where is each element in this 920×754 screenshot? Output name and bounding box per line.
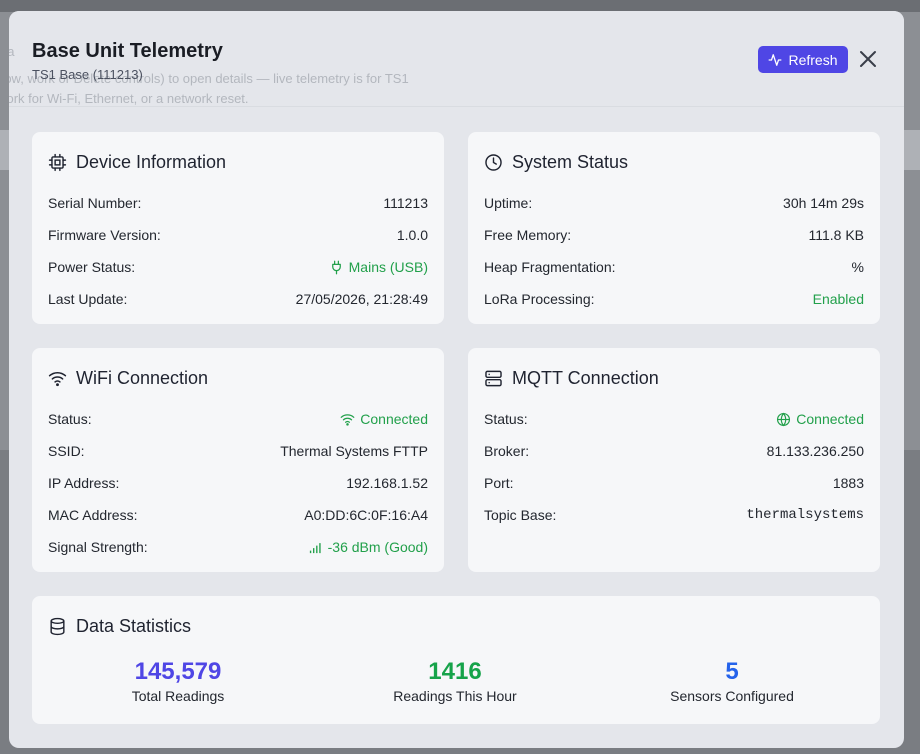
card-title: System Status bbox=[512, 152, 629, 172]
uptime-value: 30h 14m 29s bbox=[783, 195, 864, 211]
mqtt-connection-card: MQTT Connection Status: Connected Broker… bbox=[468, 348, 880, 572]
stat-total-readings: 145,579 Total Readings bbox=[48, 658, 308, 704]
info-row: Uptime: 30h 14m 29s bbox=[484, 193, 864, 213]
signal-strength-value: -36 dBm (Good) bbox=[308, 539, 428, 555]
cpu-icon bbox=[48, 153, 67, 172]
globe-icon bbox=[777, 412, 791, 426]
stat-label: Sensors Configured bbox=[670, 688, 794, 704]
info-row: Signal Strength: -36 dBm (Good) bbox=[48, 537, 428, 557]
row-label: Signal Strength: bbox=[48, 539, 148, 555]
info-row: Power Status: Mains (USB) bbox=[48, 257, 428, 277]
firmware-version-value: 1.0.0 bbox=[396, 227, 428, 243]
info-row: MAC Address: A0:DD:6C:0F:16:A4 bbox=[48, 505, 428, 525]
info-row: LoRa Processing: Enabled bbox=[484, 289, 864, 309]
ssid-value: Thermal Systems FTTP bbox=[280, 443, 428, 459]
modal-subtitle: TS1 Base (111213) bbox=[32, 67, 143, 82]
card-title: MQTT Connection bbox=[512, 368, 659, 388]
power-status-text: Mains (USB) bbox=[348, 259, 428, 275]
card-title: Data Statistics bbox=[76, 616, 192, 636]
background-ghost-text: ea bbox=[9, 44, 15, 59]
serial-number-value: 111213 bbox=[383, 195, 428, 211]
mqtt-status-text: Connected bbox=[796, 411, 864, 427]
close-icon bbox=[860, 51, 876, 67]
row-label: Firmware Version: bbox=[48, 227, 161, 243]
lora-processing-value: Enabled bbox=[812, 291, 864, 307]
info-row: Serial Number: 111213 bbox=[48, 193, 428, 213]
wifi-status-value: Connected bbox=[340, 411, 428, 427]
row-label: MAC Address: bbox=[48, 507, 138, 523]
stat-label: Total Readings bbox=[131, 688, 225, 704]
row-label: Serial Number: bbox=[48, 195, 142, 211]
row-label: Status: bbox=[484, 411, 528, 427]
row-label: SSID: bbox=[48, 443, 85, 459]
wifi-status-text: Connected bbox=[360, 411, 428, 427]
row-label: Heap Fragmentation: bbox=[484, 259, 616, 275]
wifi-icon bbox=[340, 413, 355, 426]
free-memory-value: 111.8 KB bbox=[808, 227, 864, 243]
wifi-connection-card: WiFi Connection Status: Connected SSID: … bbox=[32, 348, 444, 572]
device-information-card: Device Information Serial Number: 111213… bbox=[32, 132, 444, 324]
info-row: Last Update: 27/05/2026, 21:28:49 bbox=[48, 289, 428, 309]
plug-icon bbox=[331, 260, 341, 274]
mac-address-value: A0:DD:6C:0F:16:A4 bbox=[304, 507, 428, 523]
row-label: LoRa Processing: bbox=[484, 291, 595, 307]
row-label: Power Status: bbox=[48, 259, 136, 275]
refresh-label: Refresh bbox=[788, 51, 838, 68]
refresh-button[interactable]: Refresh bbox=[758, 46, 848, 73]
clock-icon bbox=[484, 153, 503, 172]
wifi-icon bbox=[48, 369, 67, 388]
ip-address-value: 192.168.1.52 bbox=[346, 475, 428, 491]
broker-value: 81.133.236.250 bbox=[766, 443, 864, 459]
database-icon bbox=[48, 617, 67, 636]
last-update-value: 27/05/2026, 21:28:49 bbox=[295, 291, 428, 307]
info-row: Topic Base: thermalsystems bbox=[484, 505, 864, 525]
heap-fragmentation-value: % bbox=[851, 259, 864, 275]
info-row: Firmware Version: 1.0.0 bbox=[48, 225, 428, 245]
mqtt-status-value: Connected bbox=[776, 411, 864, 427]
topic-base-value: thermalsystems bbox=[746, 507, 864, 523]
row-label: Free Memory: bbox=[484, 227, 572, 243]
system-status-card: System Status Uptime: 30h 14m 29s Free M… bbox=[468, 132, 880, 324]
info-row: Status: Connected bbox=[484, 409, 864, 429]
info-row: Port: 1883 bbox=[484, 473, 864, 493]
row-label: Last Update: bbox=[48, 291, 128, 307]
modal-title: Base Unit Telemetry bbox=[32, 40, 223, 62]
activity-icon bbox=[768, 53, 782, 67]
info-row: SSID: Thermal Systems FTTP bbox=[48, 441, 428, 461]
row-label: Topic Base: bbox=[484, 507, 557, 523]
info-row: Status: Connected bbox=[48, 409, 428, 429]
info-row: Heap Fragmentation: % bbox=[484, 257, 864, 277]
telemetry-modal: ea row, work or Delete controls) to open… bbox=[9, 11, 904, 748]
row-label: Uptime: bbox=[484, 195, 533, 211]
card-title: WiFi Connection bbox=[76, 368, 209, 388]
port-value: 1883 bbox=[832, 475, 864, 491]
server-icon bbox=[484, 369, 503, 388]
signal-bars-icon bbox=[309, 542, 321, 553]
info-row: Free Memory: 111.8 KB bbox=[484, 225, 864, 245]
background-topbar bbox=[0, 0, 920, 12]
info-row: Broker: 81.133.236.250 bbox=[484, 441, 864, 461]
info-row: IP Address: 192.168.1.52 bbox=[48, 473, 428, 493]
row-label: Port: bbox=[484, 475, 514, 491]
card-title: Device Information bbox=[76, 152, 227, 172]
signal-strength-text: -36 dBm (Good) bbox=[327, 539, 428, 555]
row-label: Broker: bbox=[484, 443, 530, 459]
stat-label: Readings This Hour bbox=[393, 688, 517, 704]
stat-readings-this-hour: 1416 Readings This Hour bbox=[325, 658, 585, 704]
row-label: Status: bbox=[48, 411, 92, 427]
stat-value: 1416 bbox=[428, 658, 482, 685]
stat-sensors-configured: 5 Sensors Configured bbox=[602, 658, 862, 704]
background-ghost-text: row, work or Delete controls) to open de… bbox=[9, 71, 409, 86]
row-label: IP Address: bbox=[48, 475, 120, 491]
stat-value: 145,579 bbox=[134, 658, 222, 685]
close-button[interactable] bbox=[858, 49, 878, 69]
stat-value: 5 bbox=[725, 658, 739, 685]
background-ghost-text: vork for Wi-Fi, Ethernet, or a network r… bbox=[9, 91, 249, 106]
data-statistics-card: Data Statistics 145,579 Total Readings 1… bbox=[32, 596, 880, 724]
power-status-value: Mains (USB) bbox=[329, 259, 428, 275]
modal-header: ea row, work or Delete controls) to open… bbox=[9, 11, 904, 107]
